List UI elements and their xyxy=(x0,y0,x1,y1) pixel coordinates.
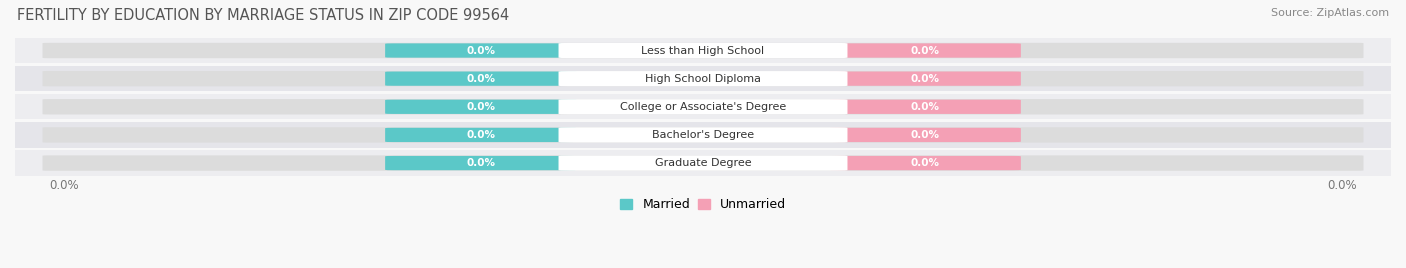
FancyBboxPatch shape xyxy=(42,127,1364,143)
FancyBboxPatch shape xyxy=(15,66,1391,91)
Text: 0.0%: 0.0% xyxy=(910,102,939,112)
Text: FERTILITY BY EDUCATION BY MARRIAGE STATUS IN ZIP CODE 99564: FERTILITY BY EDUCATION BY MARRIAGE STATU… xyxy=(17,8,509,23)
FancyBboxPatch shape xyxy=(830,72,1021,86)
FancyBboxPatch shape xyxy=(558,43,848,58)
Text: 0.0%: 0.0% xyxy=(1327,179,1357,192)
Text: Source: ZipAtlas.com: Source: ZipAtlas.com xyxy=(1271,8,1389,18)
FancyBboxPatch shape xyxy=(15,94,1391,120)
Text: College or Associate's Degree: College or Associate's Degree xyxy=(620,102,786,112)
Text: 0.0%: 0.0% xyxy=(910,46,939,55)
FancyBboxPatch shape xyxy=(15,122,1391,148)
Text: Graduate Degree: Graduate Degree xyxy=(655,158,751,168)
Text: Bachelor's Degree: Bachelor's Degree xyxy=(652,130,754,140)
Text: 0.0%: 0.0% xyxy=(910,130,939,140)
FancyBboxPatch shape xyxy=(42,43,1364,58)
FancyBboxPatch shape xyxy=(830,43,1021,58)
Text: 0.0%: 0.0% xyxy=(910,74,939,84)
FancyBboxPatch shape xyxy=(42,71,1364,86)
FancyBboxPatch shape xyxy=(830,156,1021,170)
FancyBboxPatch shape xyxy=(42,155,1364,171)
Legend: Married, Unmarried: Married, Unmarried xyxy=(614,193,792,216)
FancyBboxPatch shape xyxy=(385,156,576,170)
FancyBboxPatch shape xyxy=(15,38,1391,63)
Text: Less than High School: Less than High School xyxy=(641,46,765,55)
FancyBboxPatch shape xyxy=(385,43,576,58)
Text: 0.0%: 0.0% xyxy=(467,102,496,112)
Text: 0.0%: 0.0% xyxy=(467,46,496,55)
Text: 0.0%: 0.0% xyxy=(910,158,939,168)
FancyBboxPatch shape xyxy=(558,99,848,114)
Text: 0.0%: 0.0% xyxy=(467,130,496,140)
Text: 0.0%: 0.0% xyxy=(467,158,496,168)
FancyBboxPatch shape xyxy=(830,128,1021,142)
FancyBboxPatch shape xyxy=(42,99,1364,114)
FancyBboxPatch shape xyxy=(385,128,576,142)
Text: High School Diploma: High School Diploma xyxy=(645,74,761,84)
FancyBboxPatch shape xyxy=(385,72,576,86)
FancyBboxPatch shape xyxy=(558,127,848,143)
Text: 0.0%: 0.0% xyxy=(467,74,496,84)
FancyBboxPatch shape xyxy=(385,100,576,114)
FancyBboxPatch shape xyxy=(558,155,848,171)
FancyBboxPatch shape xyxy=(15,150,1391,176)
FancyBboxPatch shape xyxy=(830,100,1021,114)
Text: 0.0%: 0.0% xyxy=(49,179,79,192)
FancyBboxPatch shape xyxy=(558,71,848,86)
